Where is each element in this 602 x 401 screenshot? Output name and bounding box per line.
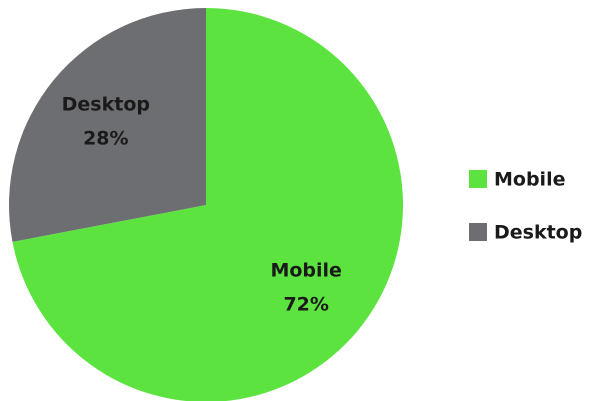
legend-swatch: [469, 170, 487, 188]
slice-label: Desktop: [62, 94, 150, 116]
slice-label: Mobile: [270, 259, 341, 281]
slice-value-label: 28%: [83, 128, 128, 150]
legend-label: Desktop: [494, 222, 582, 244]
legend-label: Mobile: [494, 169, 565, 191]
pie-slice: [8, 8, 206, 242]
pie-slice: [12, 8, 403, 401]
legend-swatch: [469, 223, 487, 241]
slice-value-label: 72%: [283, 293, 328, 315]
